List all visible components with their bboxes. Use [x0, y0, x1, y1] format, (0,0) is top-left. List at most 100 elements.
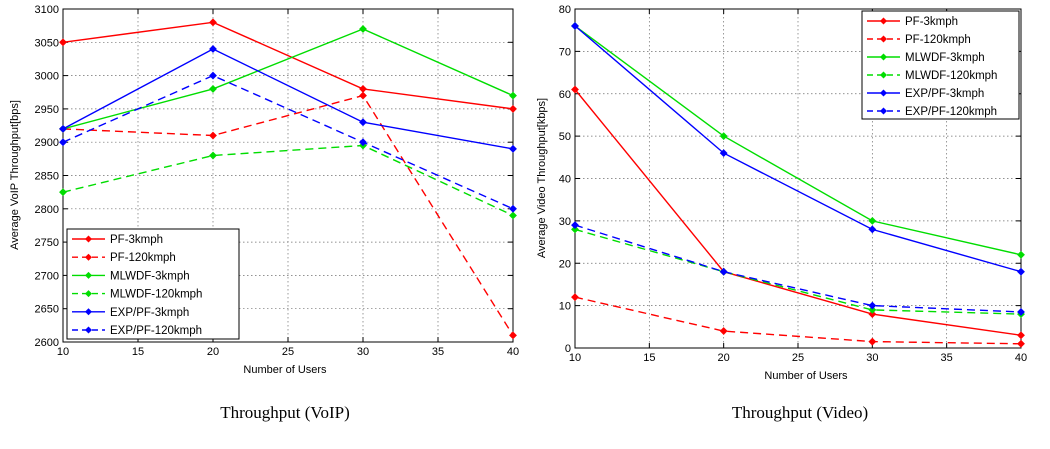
series-line-pf-120kmph: [62, 94, 514, 336]
legend-entry-mlwdf-3kmph: MLWDF-3kmph: [72, 270, 190, 282]
data-point-pf-3kmph: [868, 310, 877, 319]
x-tick-label: 20: [207, 346, 219, 358]
legend-entry-pf-120kmph: PF-120kmph: [867, 34, 971, 46]
legend-label: MLWDF-120kmph: [905, 70, 997, 82]
data-point-mlwdf-3kmph: [1017, 250, 1025, 259]
legend-entry-exp-pf-3kmph: EXP/PF-3kmph: [72, 307, 189, 319]
data-point-exp-pf-120kmph: [868, 301, 877, 310]
figure-caption: Throughput (Video): [732, 403, 868, 422]
y-tick-label: 80: [559, 4, 571, 16]
legend-marker: [880, 71, 887, 79]
legend-entry-exp-pf-120kmph: EXP/PF-120kmph: [867, 106, 997, 118]
data-point-pf-120kmph: [359, 91, 367, 100]
series-line-exp-pf-3kmph: [574, 25, 1022, 273]
legend-entry-mlwdf-3kmph: MLWDF-3kmph: [867, 52, 985, 64]
legend: PF-3kmph PF-120kmph MLWDF-3kmph MLWDF-120km…: [66, 228, 240, 340]
data-point-mlwdf-120kmph: [59, 188, 67, 197]
legend-label: PF-3kmph: [110, 234, 163, 246]
data-point-exp-pf-3kmph: [571, 22, 579, 30]
y-tick-label: 3100: [35, 4, 59, 16]
legend: PF-3kmph PF-120kmph MLWDF-3kmph MLWDF-120km…: [861, 10, 1020, 120]
x-tick-label: 35: [941, 352, 953, 364]
y-tick-label: 3050: [35, 37, 59, 49]
series-pf-120kmph: [571, 293, 1025, 348]
y-tick-label: 0: [565, 343, 571, 355]
series-line-pf-3kmph: [574, 89, 1022, 336]
data-point-pf-3kmph: [509, 104, 517, 113]
y-tick-label: 20: [559, 258, 571, 270]
legend-entry-mlwdf-120kmph: MLWDF-120kmph: [72, 289, 202, 301]
x-tick-label: 15: [132, 346, 144, 358]
y-tick-label: 70: [559, 46, 571, 58]
data-point-exp-pf-3kmph: [1017, 267, 1025, 276]
x-tick-label: 20: [718, 352, 730, 364]
x-tick-label: 30: [866, 352, 878, 364]
data-point-pf-3kmph: [1017, 331, 1025, 340]
x-tick-label: 40: [507, 346, 519, 358]
y-tick-label: 40: [559, 174, 571, 186]
legend-entry-pf-3kmph: PF-3kmph: [72, 234, 163, 246]
data-point-exp-pf-120kmph: [571, 221, 579, 230]
legend-entry-pf-120kmph: PF-120kmph: [72, 252, 176, 264]
y-tick-label: 2900: [35, 137, 59, 149]
legend-entry-exp-pf-120kmph: EXP/PF-120kmph: [72, 325, 202, 337]
series-exp-pf-3kmph: [571, 22, 1025, 276]
data-point-pf-120kmph: [509, 331, 517, 340]
data-point-exp-pf-3kmph: [509, 144, 517, 153]
legend-label: EXP/PF-3kmph: [905, 88, 984, 100]
series-line-pf-120kmph: [574, 296, 1022, 345]
x-tick-label: 10: [569, 352, 581, 364]
data-point-pf-120kmph: [571, 293, 579, 302]
legend-label: EXP/PF-120kmph: [905, 106, 997, 118]
y-tick-label: 10: [559, 301, 571, 313]
y-tick-label: 2850: [35, 171, 59, 183]
y-tick-label: 30: [559, 216, 571, 228]
legend-marker: [85, 326, 92, 334]
y-tick-label: 2950: [35, 104, 59, 116]
data-point-pf-120kmph: [868, 337, 877, 346]
x-tick-label: 15: [643, 352, 655, 364]
data-point-exp-pf-120kmph: [509, 204, 517, 213]
data-point-pf-120kmph: [1017, 339, 1025, 348]
y-axis-label: Average VoIP Throughput[bps]: [9, 100, 21, 250]
data-point-mlwdf-120kmph: [571, 225, 579, 234]
legend-marker: [880, 17, 887, 25]
series-exp-pf-120kmph: [59, 71, 517, 213]
data-point-mlwdf-120kmph: [509, 211, 517, 220]
legend-marker: [880, 35, 887, 43]
data-point-mlwdf-3kmph: [359, 25, 367, 33]
y-tick-label: 60: [559, 89, 571, 101]
legend-label: PF-120kmph: [905, 34, 971, 46]
data-point-exp-pf-120kmph: [359, 138, 367, 147]
legend-marker: [880, 53, 887, 61]
x-tick-label: 35: [432, 346, 444, 358]
x-tick-label: 25: [282, 346, 294, 358]
data-point-exp-pf-120kmph: [719, 267, 728, 276]
y-tick-label: 2600: [35, 337, 59, 349]
data-point-exp-pf-3kmph: [59, 124, 67, 133]
legend-box: [861, 10, 1020, 120]
legend-marker: [85, 253, 92, 261]
data-point-pf-3kmph: [209, 18, 217, 27]
series-pf-3kmph: [59, 18, 517, 113]
x-tick-label: 40: [1015, 352, 1027, 364]
legend-marker: [880, 89, 887, 97]
y-tick-label: 3000: [35, 71, 59, 83]
series-line-exp-pf-120kmph: [574, 224, 1022, 313]
y-tick-label: 2800: [35, 204, 59, 216]
data-point-mlwdf-3kmph: [509, 91, 517, 100]
legend-label: MLWDF-3kmph: [905, 52, 985, 64]
series-line-exp-pf-3kmph: [62, 48, 514, 150]
series-line-mlwdf-3kmph: [574, 25, 1022, 256]
x-tick-label: 10: [57, 346, 69, 358]
legend-entry-exp-pf-3kmph: EXP/PF-3kmph: [867, 88, 984, 100]
x-tick-label: 30: [357, 346, 369, 358]
y-tick-label: 2750: [35, 237, 59, 249]
legend-entry-mlwdf-120kmph: MLWDF-120kmph: [867, 70, 997, 82]
data-point-mlwdf-3kmph: [868, 216, 877, 225]
data-point-pf-3kmph: [571, 85, 579, 94]
data-point-mlwdf-3kmph: [209, 84, 217, 93]
legend-label: MLWDF-3kmph: [110, 270, 190, 282]
